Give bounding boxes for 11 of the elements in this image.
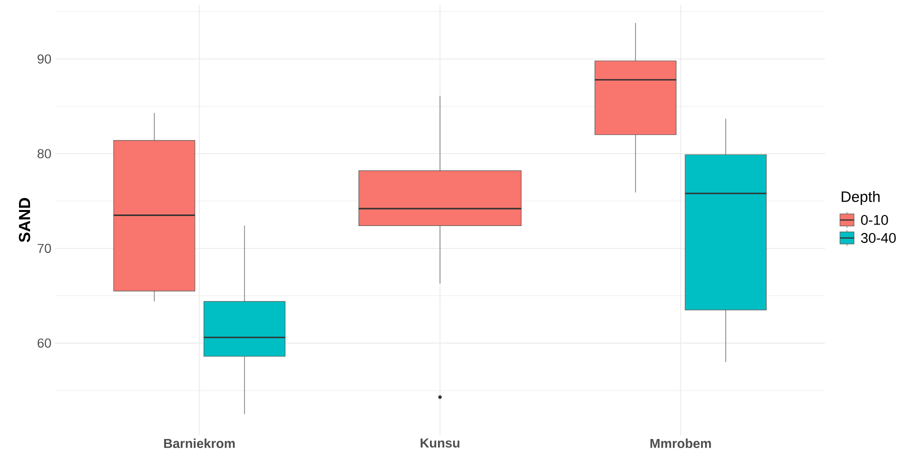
y-tick-label: 90 bbox=[38, 54, 51, 64]
legend-label: 0-10 bbox=[861, 215, 888, 225]
legend-title: Depth bbox=[842, 190, 880, 205]
y-axis-title: SAND bbox=[18, 198, 30, 242]
x-tick-label: Kunsu bbox=[420, 438, 460, 448]
x-tick-label: Barniekrom bbox=[164, 438, 235, 448]
y-tick-label: 80 bbox=[38, 149, 51, 158]
y-tick-label: 60 bbox=[38, 338, 51, 348]
legend-label: 30-40 bbox=[861, 233, 896, 243]
x-tick-label: Mmrobem bbox=[650, 438, 711, 448]
y-tick-label: 70 bbox=[38, 244, 51, 253]
